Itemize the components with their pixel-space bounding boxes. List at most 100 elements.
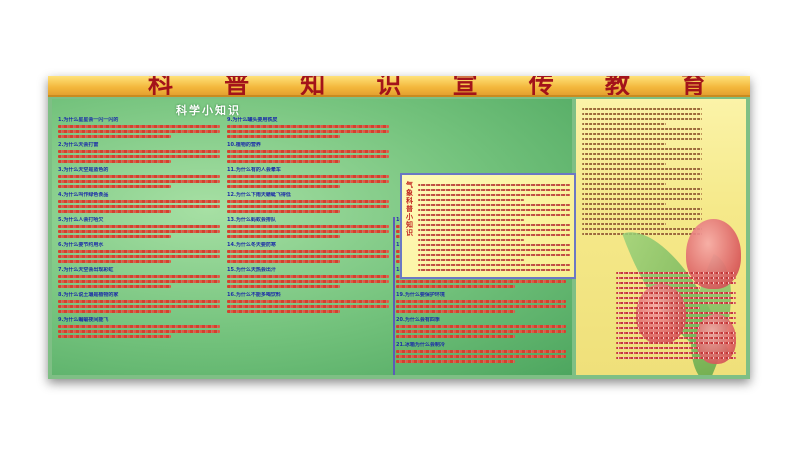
text-line <box>227 175 389 178</box>
text-line <box>227 225 389 228</box>
article-item: 1.为什么星星会一闪一闪的 <box>58 117 220 138</box>
text-line <box>227 285 341 288</box>
article-question: 9.为什么罐头要用铁皮 <box>227 117 278 123</box>
text-line <box>418 199 525 201</box>
text-line <box>227 310 341 313</box>
text-line <box>58 210 172 213</box>
text-line <box>616 287 700 289</box>
text-line <box>582 143 666 145</box>
box-heading: 气象科普小知识 <box>406 181 413 237</box>
text-line <box>227 185 341 188</box>
text-line <box>396 350 566 353</box>
article-question: 19.为什么要保护环境 <box>396 292 445 298</box>
text-line <box>582 138 702 140</box>
text-line <box>58 125 220 128</box>
text-line <box>227 275 389 278</box>
text-line <box>58 235 172 238</box>
text-line <box>396 335 515 338</box>
text-line <box>227 250 389 253</box>
text-line <box>582 213 702 215</box>
text-line <box>227 205 389 208</box>
text-line <box>58 280 220 283</box>
title-char: 知 <box>300 76 328 97</box>
text-line <box>58 135 172 138</box>
text-line <box>396 305 566 308</box>
text-line <box>58 260 172 263</box>
text-line <box>616 292 736 294</box>
text-line <box>58 230 220 233</box>
article-question: 2.为什么天会打雷 <box>58 142 99 148</box>
text-line <box>582 193 702 195</box>
article-item: 2.为什么天会打雷 <box>58 142 220 163</box>
text-line <box>418 264 570 266</box>
text-line <box>58 275 220 278</box>
text-line <box>396 285 515 288</box>
article-question: 15.为什么天热会出汗 <box>227 267 276 273</box>
article-question: 14.为什么冬天要防寒 <box>227 242 276 248</box>
article-item: 15.为什么天热会出汗 <box>227 267 389 288</box>
box-text-block <box>418 181 570 273</box>
article-question: 8.为什么说土壤是植物的家 <box>58 292 119 298</box>
article-item: 12.为什么下雨天蜻蜓飞得低 <box>227 192 389 213</box>
text-line <box>616 322 736 324</box>
text-line <box>582 148 702 150</box>
text-line <box>616 357 736 359</box>
text-line <box>58 200 220 203</box>
text-line <box>227 305 389 308</box>
text-line <box>227 160 341 163</box>
right-text-block <box>582 105 702 245</box>
text-line <box>418 219 525 221</box>
title-char: 普 <box>224 76 252 97</box>
text-line <box>58 150 220 153</box>
text-line <box>418 249 570 251</box>
article-column-1: 1.为什么星星会一闪一闪的 2.为什么天会打雷 3.为什么天空是蓝色的 4.为什么叫作… <box>58 117 220 371</box>
article-item: 19.为什么要保护环境 <box>396 292 566 313</box>
text-line <box>396 280 566 283</box>
title-char: 育 <box>680 76 708 97</box>
text-line <box>227 135 341 138</box>
text-line <box>227 130 389 133</box>
text-line <box>582 173 702 175</box>
text-line <box>616 337 736 339</box>
title-char: 教 <box>604 76 632 97</box>
text-line <box>396 360 515 363</box>
article-item: 9.为什么蝙蝠夜间能飞 <box>58 317 220 338</box>
text-line <box>582 203 666 205</box>
article-item: 14.为什么冬天要防寒 <box>227 242 389 263</box>
title-char: 传 <box>528 76 556 97</box>
text-line <box>227 150 389 153</box>
text-line <box>227 155 389 158</box>
tulip-decoration-panel <box>576 99 746 375</box>
text-line <box>616 282 736 284</box>
text-line <box>58 310 172 313</box>
board-title: 科 普 知 识 宣 传 教 育 <box>148 76 708 97</box>
text-line <box>582 128 702 130</box>
article-item: 11.为什么有的人会晕车 <box>227 167 389 188</box>
text-line <box>616 352 736 354</box>
text-line <box>227 200 389 203</box>
text-line <box>396 300 566 303</box>
title-bar: 科 普 知 识 宣 传 教 育 <box>48 76 750 97</box>
article-question: 9.为什么蝙蝠夜间能飞 <box>58 317 109 323</box>
text-line <box>582 123 666 125</box>
tulip-flower <box>636 284 686 344</box>
weather-knowledge-box: 气象科普小知识 <box>400 173 576 279</box>
panel-heading: 科学小知识 <box>176 104 241 117</box>
text-line <box>418 259 525 261</box>
article-question: 20.为什么会有四季 <box>396 317 440 323</box>
article-item: 4.为什么叫作绿色食品 <box>58 192 220 213</box>
text-line <box>227 300 389 303</box>
text-line <box>58 305 220 308</box>
article-question: 1.为什么星星会一闪一闪的 <box>58 117 119 123</box>
article-question: 21.冰箱为什么会制冷 <box>396 342 445 348</box>
article-item: 6.为什么要节约用水 <box>58 242 220 263</box>
text-line <box>58 180 220 183</box>
article-item: 13.为什么蚂蚁会排队 <box>227 217 389 238</box>
article-item: 8.为什么说土壤是植物的家 <box>58 292 220 313</box>
text-line <box>616 347 700 349</box>
text-line <box>582 208 702 210</box>
text-line <box>418 214 570 216</box>
text-line <box>58 185 172 188</box>
text-line <box>58 250 220 253</box>
article-question: 12.为什么下雨天蜻蜓飞得低 <box>227 192 291 198</box>
